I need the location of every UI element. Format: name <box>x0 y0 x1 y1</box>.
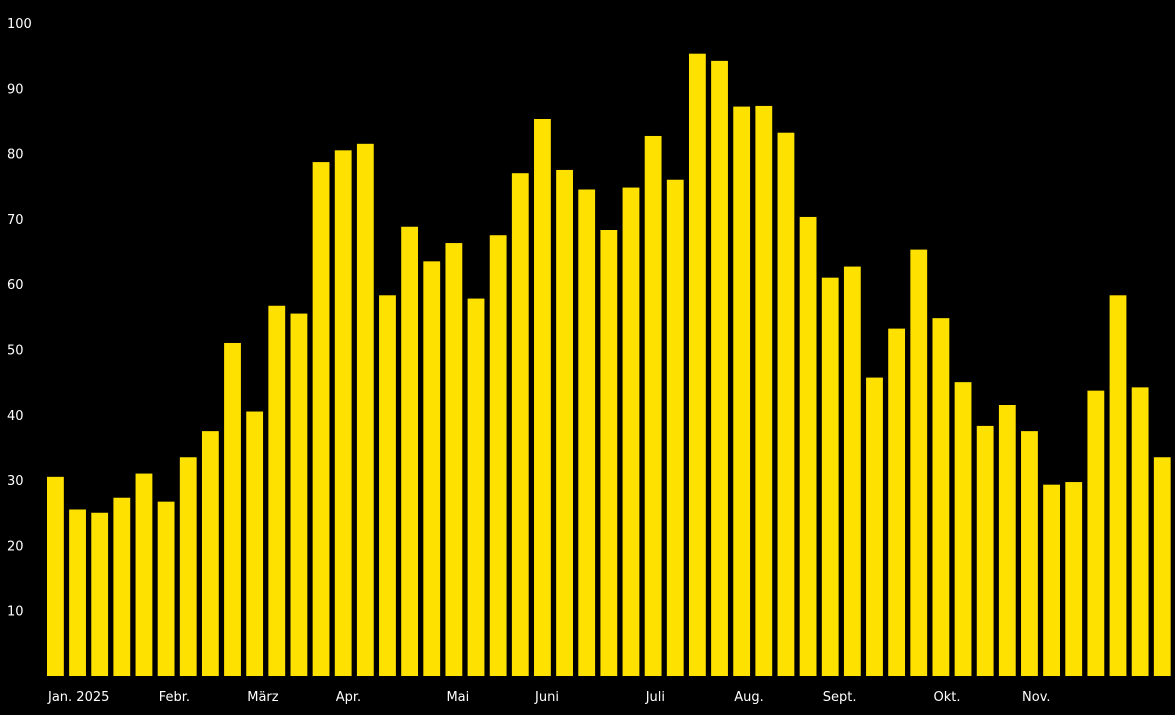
bar <box>534 118 551 677</box>
bar <box>224 342 241 676</box>
y-tick-label: 10 <box>7 605 24 620</box>
x-axis: Jan. 2025 Febr. März Apr. Mai Juni Juli Aug. Sep… <box>47 690 1051 705</box>
x-tick-label: Mai <box>446 690 469 705</box>
y-tick-label: 60 <box>7 278 24 293</box>
x-tick-label: Juli <box>645 690 665 705</box>
bar <box>777 132 795 676</box>
bar <box>910 249 928 676</box>
bar <box>600 230 618 676</box>
bar <box>445 243 463 676</box>
x-tick-label: Aug. <box>734 690 764 705</box>
bar <box>998 405 1016 676</box>
bar <box>1131 387 1149 676</box>
bar <box>644 135 662 677</box>
bar <box>666 179 684 676</box>
bar <box>843 266 861 676</box>
bar <box>711 60 728 677</box>
bar <box>157 501 175 676</box>
bar <box>866 377 883 676</box>
bar <box>69 509 86 676</box>
bar <box>334 150 352 676</box>
y-tick-label: 100 <box>7 17 32 32</box>
bar <box>1021 431 1038 677</box>
bar <box>755 105 773 677</box>
x-tick-label: Febr. <box>159 690 190 705</box>
bar <box>1087 390 1105 676</box>
bar <box>688 53 706 676</box>
bar <box>312 162 330 677</box>
x-tick-label: März <box>247 690 279 705</box>
bars-group <box>47 53 1171 677</box>
bar <box>511 173 529 676</box>
y-tick-label: 40 <box>7 409 24 424</box>
bar <box>932 318 950 676</box>
bar <box>201 431 219 677</box>
y-axis: 10 20 30 40 50 60 70 80 90 100 <box>7 17 32 620</box>
bar <box>489 235 507 676</box>
y-tick-label: 20 <box>7 539 24 554</box>
y-tick-label: 30 <box>7 474 24 489</box>
bar <box>1065 482 1083 676</box>
bar <box>246 411 264 676</box>
bar <box>1109 295 1127 676</box>
x-tick-label: Sept. <box>823 690 857 705</box>
y-tick-label: 50 <box>7 344 24 359</box>
x-tick-label: Juni <box>534 690 559 705</box>
bar <box>888 328 906 676</box>
bar <box>1043 484 1060 676</box>
bar <box>268 305 286 676</box>
bar <box>954 382 972 676</box>
bar <box>1153 457 1171 676</box>
bar <box>113 497 131 676</box>
bar <box>91 512 109 676</box>
bar <box>290 313 308 676</box>
bar <box>622 187 640 676</box>
bar <box>556 169 573 676</box>
bar <box>467 298 485 676</box>
y-tick-label: 70 <box>7 213 24 228</box>
bar <box>379 295 396 676</box>
bar <box>423 261 441 676</box>
bar <box>799 216 817 676</box>
x-tick-label: Okt. <box>933 690 960 705</box>
y-tick-label: 80 <box>7 148 24 163</box>
bar <box>47 476 64 676</box>
x-tick-label: Jan. 2025 <box>47 690 109 705</box>
bar <box>401 226 419 677</box>
bar <box>578 189 596 676</box>
y-tick-label: 90 <box>7 82 24 97</box>
x-tick-label: Nov. <box>1022 690 1051 705</box>
bar <box>179 457 197 676</box>
bar <box>821 277 839 676</box>
bar <box>976 425 994 676</box>
bar <box>733 106 751 676</box>
bar <box>356 143 374 676</box>
bar <box>135 473 153 676</box>
x-tick-label: Apr. <box>336 690 361 705</box>
